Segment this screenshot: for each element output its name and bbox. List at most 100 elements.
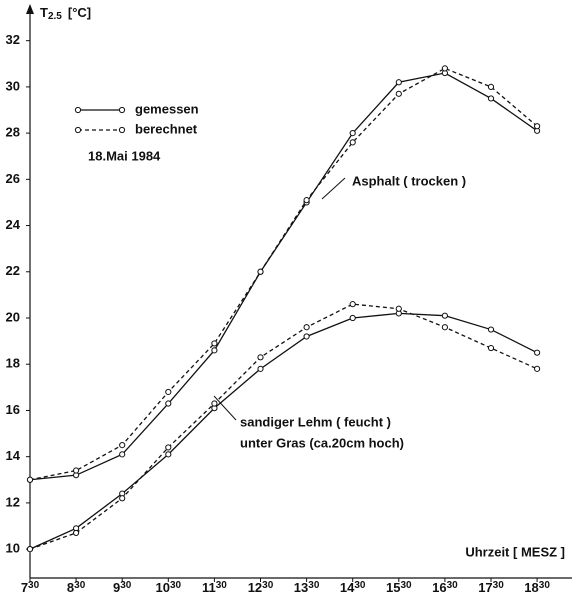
x-tick-hour: 15 bbox=[386, 580, 400, 594]
x-tick-hour: 10 bbox=[156, 580, 170, 594]
x-tick-minute: 30 bbox=[539, 580, 551, 591]
y-tick-label: 26 bbox=[6, 171, 20, 186]
annotation: sandiger Lehm ( feucht ) bbox=[240, 414, 391, 429]
x-tick-label: 1530 bbox=[386, 580, 412, 594]
point bbox=[303, 333, 310, 340]
x-tick-hour: 12 bbox=[248, 580, 262, 594]
point bbox=[26, 546, 34, 553]
point bbox=[534, 365, 541, 372]
point bbox=[165, 400, 172, 407]
x-tick-label: 1130 bbox=[202, 580, 227, 594]
x-tick-label: 930 bbox=[113, 580, 132, 594]
point bbox=[303, 324, 310, 331]
series-line bbox=[29, 303, 538, 550]
x-tick-minute: 30 bbox=[120, 580, 132, 591]
y-axis-label: T2.5 [°C] bbox=[40, 5, 91, 21]
point bbox=[257, 354, 264, 361]
legend-label: berechnet bbox=[135, 121, 198, 136]
point bbox=[441, 65, 448, 72]
leader-line bbox=[213, 395, 237, 421]
point bbox=[26, 476, 34, 483]
x-tick-label: 1630 bbox=[432, 580, 458, 594]
x-tick-hour: 18 bbox=[524, 580, 538, 594]
point bbox=[165, 451, 172, 458]
x-tick-label: 1730 bbox=[478, 580, 504, 594]
point bbox=[303, 197, 310, 204]
x-tick-hour: 11 bbox=[202, 580, 216, 594]
point bbox=[119, 451, 126, 458]
x-tick-label: 1830 bbox=[524, 580, 550, 594]
x-tick-label: 830 bbox=[67, 580, 86, 594]
x-tick-minute: 30 bbox=[170, 580, 182, 591]
x-tick-minute: 30 bbox=[354, 580, 366, 591]
point bbox=[395, 305, 402, 312]
x-tick-label: 1030 bbox=[156, 580, 182, 594]
legend-marker bbox=[118, 106, 126, 114]
x-tick-minute: 30 bbox=[400, 580, 412, 591]
point bbox=[257, 365, 264, 372]
x-tick-minute: 30 bbox=[262, 580, 274, 591]
subtitle: 18.Mai 1984 bbox=[88, 148, 161, 163]
point bbox=[211, 347, 218, 354]
y-tick-label: 20 bbox=[6, 309, 20, 324]
x-tick-hour: 9 bbox=[113, 580, 120, 594]
x-tick-hour: 16 bbox=[432, 580, 446, 594]
point bbox=[349, 130, 356, 137]
y-tick-label: 24 bbox=[6, 217, 21, 232]
point bbox=[349, 301, 356, 308]
point bbox=[119, 442, 126, 449]
series-line bbox=[29, 72, 538, 481]
x-tick-hour: 8 bbox=[67, 580, 74, 594]
x-tick-hour: 17 bbox=[478, 580, 492, 594]
point bbox=[441, 324, 448, 331]
x-tick-label: 1330 bbox=[294, 580, 320, 594]
y-tick-label: 18 bbox=[6, 356, 20, 371]
x-tick-minute: 30 bbox=[216, 580, 228, 591]
point bbox=[349, 314, 356, 322]
legend-label: gemessen bbox=[135, 101, 199, 116]
point bbox=[211, 340, 218, 347]
y-tick-label: 10 bbox=[6, 541, 20, 556]
point bbox=[441, 312, 448, 319]
point bbox=[257, 268, 264, 275]
point bbox=[487, 344, 495, 352]
point bbox=[211, 400, 218, 407]
point bbox=[349, 139, 356, 146]
x-tick-minute: 30 bbox=[447, 580, 459, 591]
point bbox=[73, 467, 80, 474]
point bbox=[165, 388, 172, 396]
x-tick-label: 1230 bbox=[248, 580, 274, 594]
y-axis-arrow bbox=[26, 4, 34, 14]
point bbox=[165, 444, 172, 451]
point bbox=[487, 83, 495, 90]
x-tick-hour: 14 bbox=[340, 580, 355, 594]
x-tick-label: 730 bbox=[21, 580, 40, 594]
x-tick-hour: 7 bbox=[21, 580, 28, 594]
point bbox=[487, 95, 495, 102]
point bbox=[487, 326, 495, 333]
annotation: unter Gras (ca.20cm hoch) bbox=[240, 435, 404, 450]
y-tick-label: 28 bbox=[6, 125, 20, 140]
point bbox=[395, 79, 402, 86]
x-tick-hour: 13 bbox=[294, 580, 308, 594]
point bbox=[534, 349, 541, 356]
x-tick-minute: 30 bbox=[28, 580, 40, 591]
x-tick-label: 1430 bbox=[340, 580, 366, 594]
y-tick-label: 22 bbox=[6, 263, 20, 278]
y-tick-label: 16 bbox=[6, 402, 20, 417]
series-line bbox=[29, 67, 538, 481]
leader-line bbox=[321, 177, 346, 200]
x-tick-minute: 30 bbox=[493, 580, 505, 591]
legend-marker bbox=[118, 126, 126, 134]
y-tick-label: 32 bbox=[6, 32, 20, 47]
legend-marker bbox=[74, 106, 82, 114]
legend-marker bbox=[74, 126, 82, 134]
point bbox=[534, 123, 541, 130]
x-tick-minute: 30 bbox=[74, 580, 86, 591]
point bbox=[119, 495, 126, 502]
point bbox=[73, 529, 80, 537]
point bbox=[395, 90, 402, 97]
y-tick-label: 14 bbox=[6, 448, 21, 463]
y-tick-label: 12 bbox=[6, 494, 20, 509]
